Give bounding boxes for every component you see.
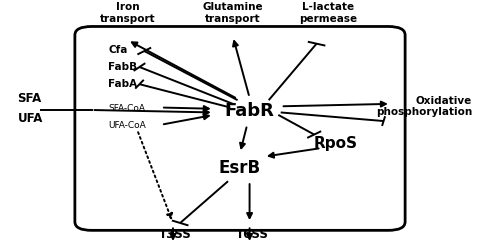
Text: Glutamine
transport: Glutamine transport (203, 2, 263, 23)
Text: Iron
transport: Iron transport (100, 2, 156, 23)
Text: FabA: FabA (108, 79, 137, 89)
Text: UFA: UFA (17, 112, 43, 125)
Text: L-lactate
permease: L-lactate permease (300, 2, 358, 23)
Text: SFA: SFA (17, 92, 42, 105)
Text: T6SS: T6SS (236, 227, 268, 241)
Text: Oxidative
phosphorylation: Oxidative phosphorylation (376, 96, 472, 117)
Text: FabR: FabR (225, 102, 275, 120)
Text: RpoS: RpoS (314, 136, 358, 151)
Text: Cfa: Cfa (108, 45, 128, 55)
Text: UFA-CoA: UFA-CoA (108, 122, 146, 130)
Text: EsrB: EsrB (219, 159, 261, 177)
FancyBboxPatch shape (75, 26, 405, 230)
Text: SFA-CoA: SFA-CoA (108, 104, 145, 113)
Text: FabB: FabB (108, 62, 137, 72)
Text: T3SS: T3SS (159, 227, 192, 241)
